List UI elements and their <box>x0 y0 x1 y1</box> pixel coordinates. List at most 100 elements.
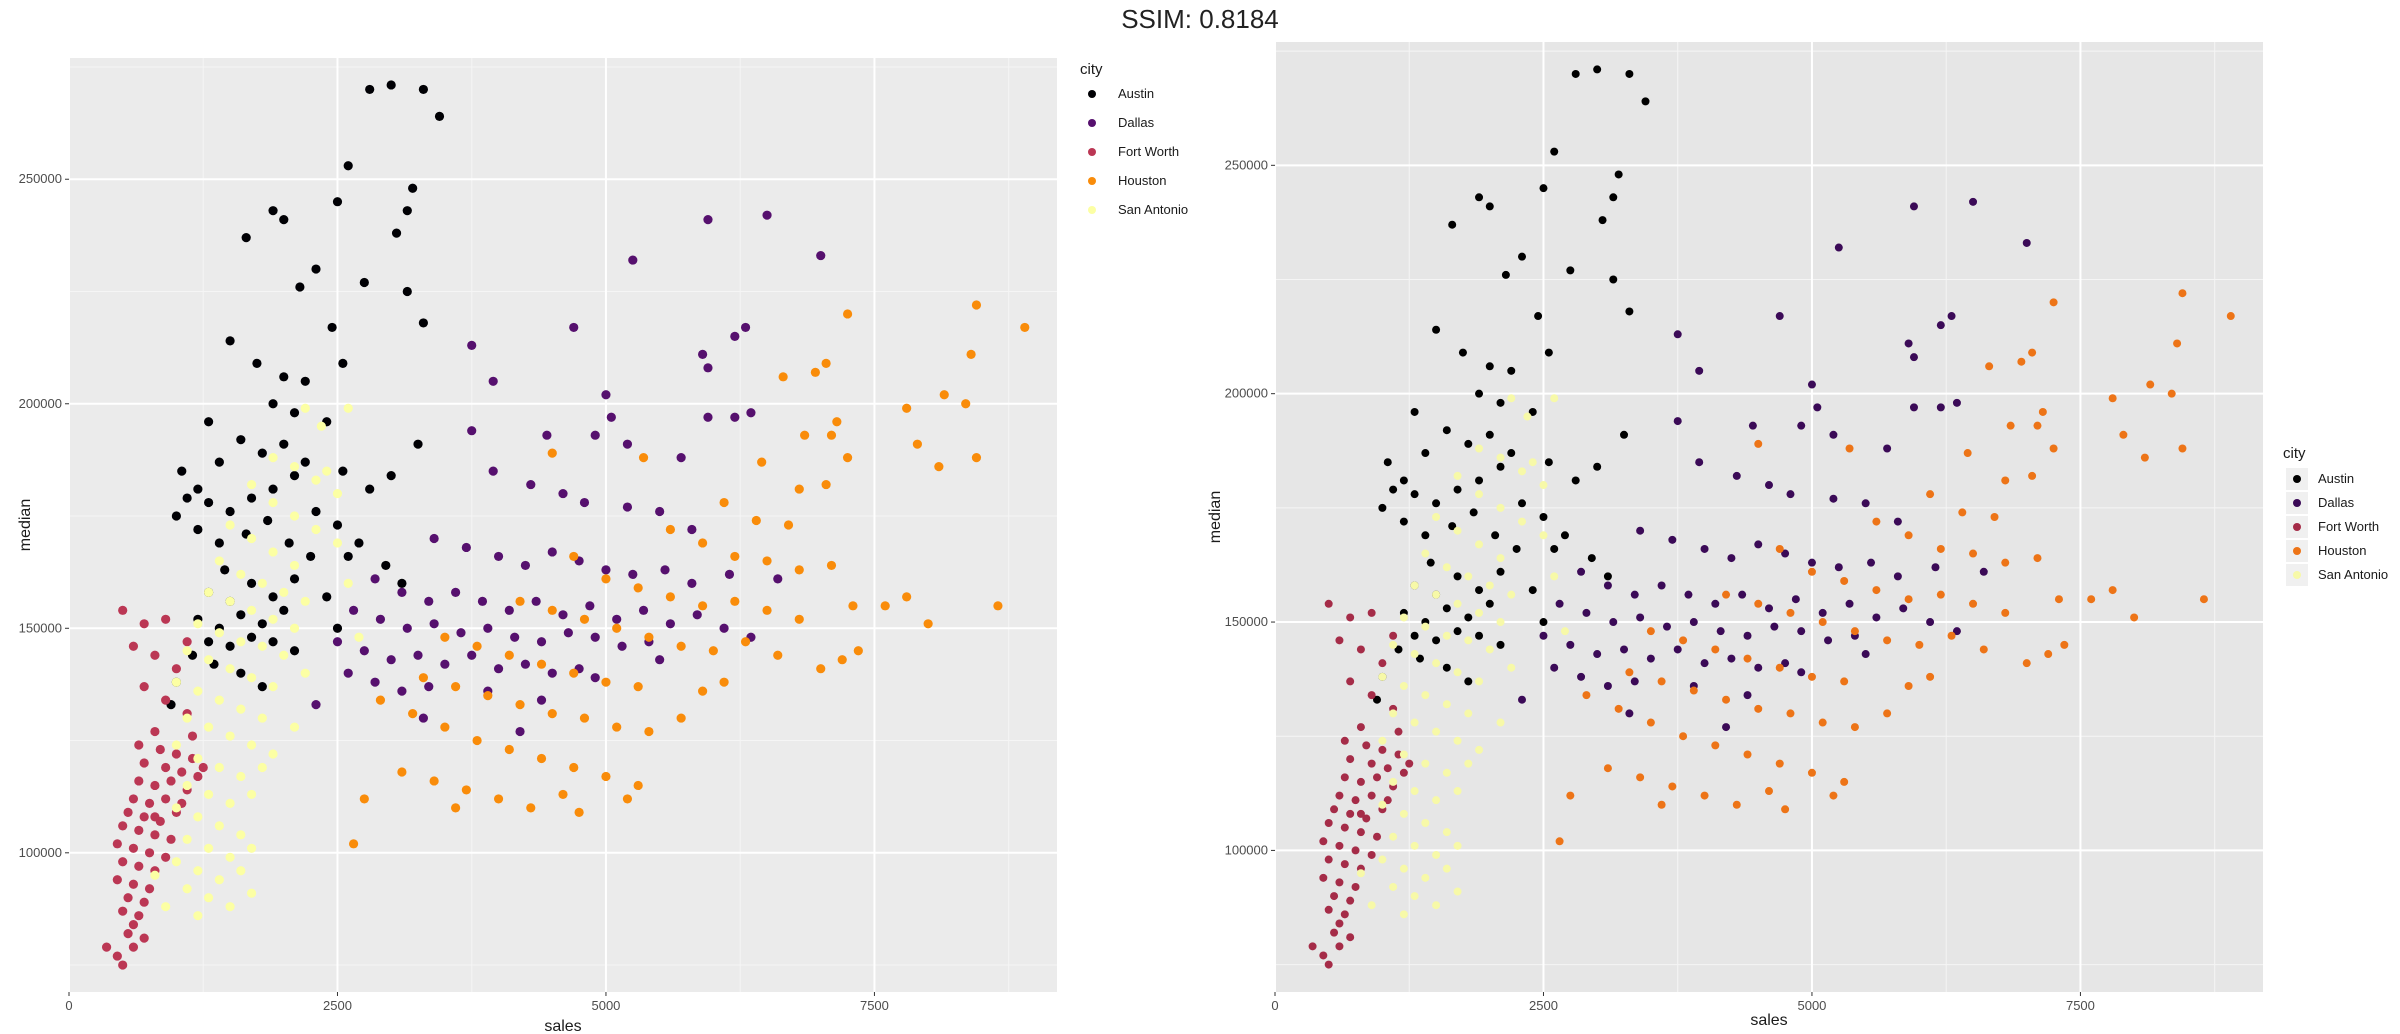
point-dallas <box>429 533 439 544</box>
point-san-antonio <box>204 587 214 597</box>
point-san-antonio <box>289 623 300 633</box>
point-san-antonio <box>354 632 364 642</box>
point-dallas <box>526 479 536 490</box>
point-houston <box>633 682 643 692</box>
point-austin <box>365 484 375 494</box>
point-houston <box>375 695 386 705</box>
point-dallas <box>520 659 531 669</box>
point-fort-worth <box>134 740 144 750</box>
point-fort-worth <box>1356 828 1365 837</box>
point-dallas <box>1931 563 1940 572</box>
point-dallas <box>1807 380 1816 389</box>
point-austin <box>1496 462 1505 471</box>
point-fort-worth <box>150 830 160 840</box>
y-tick-label: 200000 <box>1225 386 1268 401</box>
point-dallas <box>510 632 520 642</box>
point-houston <box>665 524 675 535</box>
point-austin <box>332 520 343 530</box>
point-austin <box>1603 572 1612 581</box>
point-austin <box>1550 147 1559 156</box>
x-tick-label: 7500 <box>860 998 889 1013</box>
point-dallas <box>1807 558 1816 567</box>
point-san-antonio <box>246 605 257 615</box>
point-dallas <box>1577 567 1586 576</box>
point-fort-worth <box>118 906 128 916</box>
point-austin <box>1464 677 1473 686</box>
point-austin <box>1389 485 1398 494</box>
point-houston <box>2049 298 2058 307</box>
point-dallas <box>1668 535 1677 544</box>
point-dallas <box>1722 723 1731 732</box>
point-san-antonio <box>171 803 181 813</box>
point-dallas <box>1797 627 1806 636</box>
point-houston <box>579 713 590 723</box>
point-dallas <box>1673 330 1682 339</box>
point-fort-worth <box>1367 608 1376 617</box>
y-axis-title: median <box>1207 491 1224 543</box>
point-san-antonio <box>1421 549 1430 558</box>
point-dallas <box>2022 238 2031 247</box>
legend-title: city <box>2283 445 2306 462</box>
point-austin <box>306 551 316 562</box>
point-san-antonio <box>1523 412 1532 421</box>
point-houston <box>821 479 831 490</box>
point-austin <box>1475 193 1484 202</box>
data-points <box>1308 65 2235 969</box>
legend-label-san-antonio: San Antonio <box>1118 202 1188 217</box>
point-san-antonio <box>257 578 267 588</box>
point-fort-worth <box>1351 846 1360 855</box>
ssim-title: SSIM: 0.8184 <box>1121 4 1279 34</box>
point-houston <box>515 596 525 606</box>
point-dallas <box>1952 398 1961 407</box>
point-houston <box>2146 380 2155 389</box>
point-fort-worth <box>118 960 128 970</box>
point-dallas <box>1582 608 1591 617</box>
point-dallas <box>1748 421 1757 430</box>
point-houston <box>993 601 1003 611</box>
point-houston <box>2001 608 2010 617</box>
point-san-antonio <box>214 695 224 705</box>
point-houston <box>751 515 761 526</box>
point-dallas <box>590 632 600 642</box>
point-fort-worth <box>112 875 122 885</box>
point-fort-worth <box>1324 905 1333 914</box>
point-dallas <box>424 682 434 692</box>
point-houston <box>923 619 933 629</box>
point-houston <box>1020 322 1030 333</box>
point-dallas <box>488 376 498 386</box>
point-san-antonio <box>300 668 310 678</box>
point-houston <box>504 650 514 660</box>
point-dallas <box>606 412 616 422</box>
y-tick-label: 250000 <box>19 171 62 186</box>
point-dallas <box>601 565 611 575</box>
point-fort-worth <box>150 780 160 791</box>
y-tick-label: 100000 <box>1225 842 1268 857</box>
point-dallas <box>816 250 826 261</box>
point-fort-worth <box>134 776 144 786</box>
point-austin <box>268 206 278 216</box>
point-austin <box>279 439 289 449</box>
point-houston <box>2167 389 2176 398</box>
point-austin <box>257 619 267 629</box>
point-austin <box>1378 503 1387 512</box>
point-dallas <box>397 587 407 597</box>
point-dallas <box>1593 650 1602 659</box>
point-dallas <box>1947 312 1956 321</box>
point-houston <box>832 417 842 427</box>
point-houston <box>1646 627 1655 636</box>
point-austin <box>1442 663 1451 672</box>
point-san-antonio <box>1399 750 1408 759</box>
point-dallas <box>375 614 386 624</box>
point-dallas <box>1770 622 1779 631</box>
point-san-antonio <box>279 650 289 660</box>
point-houston <box>783 520 794 530</box>
point-houston <box>547 708 557 719</box>
point-san-antonio <box>1410 581 1419 590</box>
point-fort-worth <box>1330 928 1339 937</box>
point-san-antonio <box>1507 590 1516 599</box>
point-dallas <box>1609 618 1618 627</box>
point-fort-worth <box>1346 933 1355 942</box>
point-austin <box>236 610 246 620</box>
point-dallas <box>1797 421 1806 430</box>
point-houston <box>800 430 810 440</box>
